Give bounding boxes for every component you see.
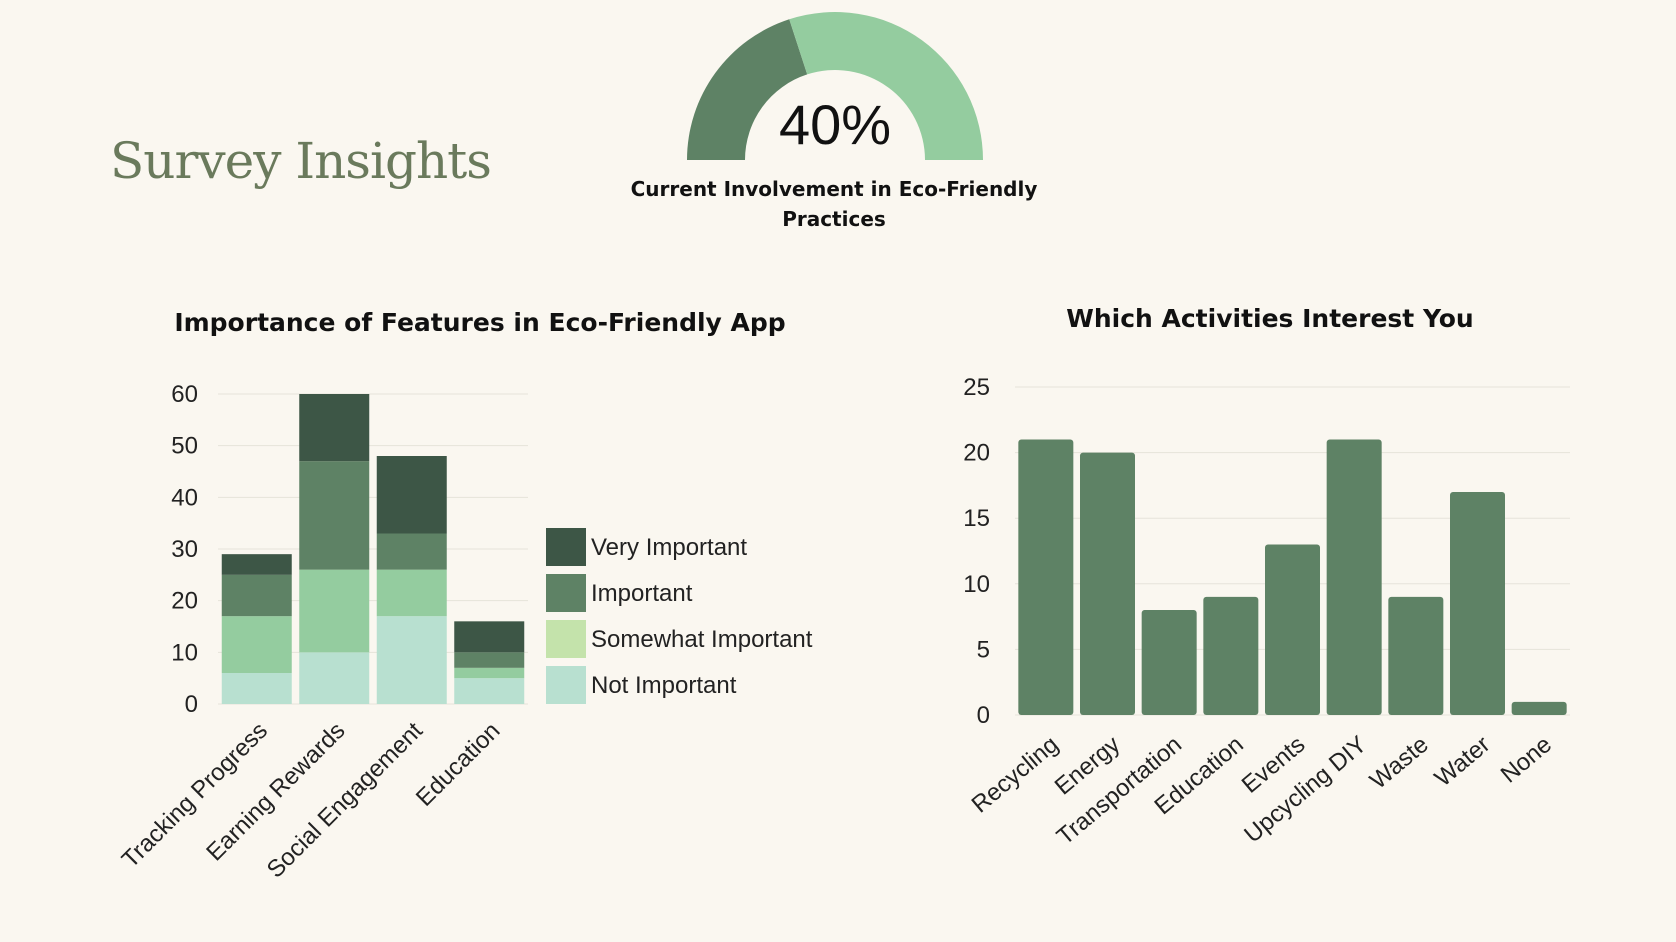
y-tick-label: 0: [977, 702, 990, 729]
bar-segment: [221, 616, 292, 673]
bar: [1018, 439, 1074, 715]
bar: [1141, 610, 1197, 715]
page-title: Survey Insights: [110, 132, 492, 190]
y-tick-label: 20: [963, 440, 990, 467]
legend-label: Important: [591, 580, 693, 607]
bar-segment: [299, 652, 370, 704]
x-tick-label: Earning Rewards: [201, 717, 350, 866]
gauge-chart: 40%: [687, 11, 983, 160]
bar-segment: [454, 652, 525, 668]
x-tick-label: Social Engagement: [262, 717, 429, 884]
gauge-caption: Current Involvement in Eco-Friendly Prac…: [630, 177, 1038, 231]
y-tick-label: 5: [977, 636, 990, 663]
legend-label: Very Important: [591, 534, 747, 561]
activities-bar-chart: 0510152025RecyclingEnergyTransportationE…: [963, 374, 1570, 850]
legend-swatch: [546, 528, 586, 566]
bar-segment: [376, 616, 447, 704]
bar-segment: [454, 678, 525, 704]
bar: [1326, 439, 1382, 715]
legend-swatch: [546, 574, 586, 612]
gauge-percent-label: 40%: [779, 93, 891, 156]
y-tick-label: 60: [171, 381, 198, 408]
bar-segment: [221, 673, 292, 704]
legend-label: Not Important: [591, 672, 737, 699]
bar-segment: [376, 533, 447, 570]
bar-segment: [221, 574, 292, 617]
y-tick-label: 30: [171, 536, 198, 563]
bar: [1388, 596, 1444, 715]
bar-segment: [299, 394, 370, 462]
bar: [1450, 491, 1505, 715]
stacked-chart-title: Importance of Features in Eco-Friendly A…: [174, 308, 786, 337]
y-tick-label: 15: [963, 505, 990, 532]
legend-swatch: [546, 666, 586, 704]
bar: [1080, 452, 1135, 715]
x-tick-label: Water: [1430, 731, 1496, 792]
bar: [1511, 701, 1567, 715]
bar-segment: [299, 461, 370, 570]
y-tick-label: 20: [171, 588, 198, 615]
x-tick-label: Waste: [1365, 731, 1434, 795]
bar: [1265, 544, 1320, 715]
gauge-remaining-arc: [789, 11, 983, 160]
bar-segment: [454, 667, 525, 679]
activities-chart-title: Which Activities Interest You: [1066, 304, 1474, 333]
bar-segment: [221, 554, 292, 575]
y-tick-label: 10: [963, 571, 990, 598]
bar-segment: [454, 621, 525, 653]
gauge-filled-arc: [687, 19, 808, 160]
y-tick-label: 10: [171, 639, 198, 666]
x-tick-label: Education: [411, 717, 506, 812]
legend-label: Somewhat Important: [591, 626, 813, 653]
x-tick-label: None: [1496, 731, 1557, 789]
bar: [1203, 596, 1259, 715]
legend-swatch: [546, 620, 586, 658]
y-tick-label: 50: [171, 433, 198, 460]
bar-segment: [376, 569, 447, 617]
bar-segment: [299, 569, 370, 653]
y-tick-label: 0: [185, 691, 198, 718]
bar-segment: [376, 456, 447, 534]
y-tick-label: 40: [171, 484, 198, 511]
x-tick-label: Tracking Progress: [117, 717, 273, 873]
y-tick-label: 25: [963, 374, 990, 401]
x-tick-label: Recycling: [967, 731, 1064, 819]
